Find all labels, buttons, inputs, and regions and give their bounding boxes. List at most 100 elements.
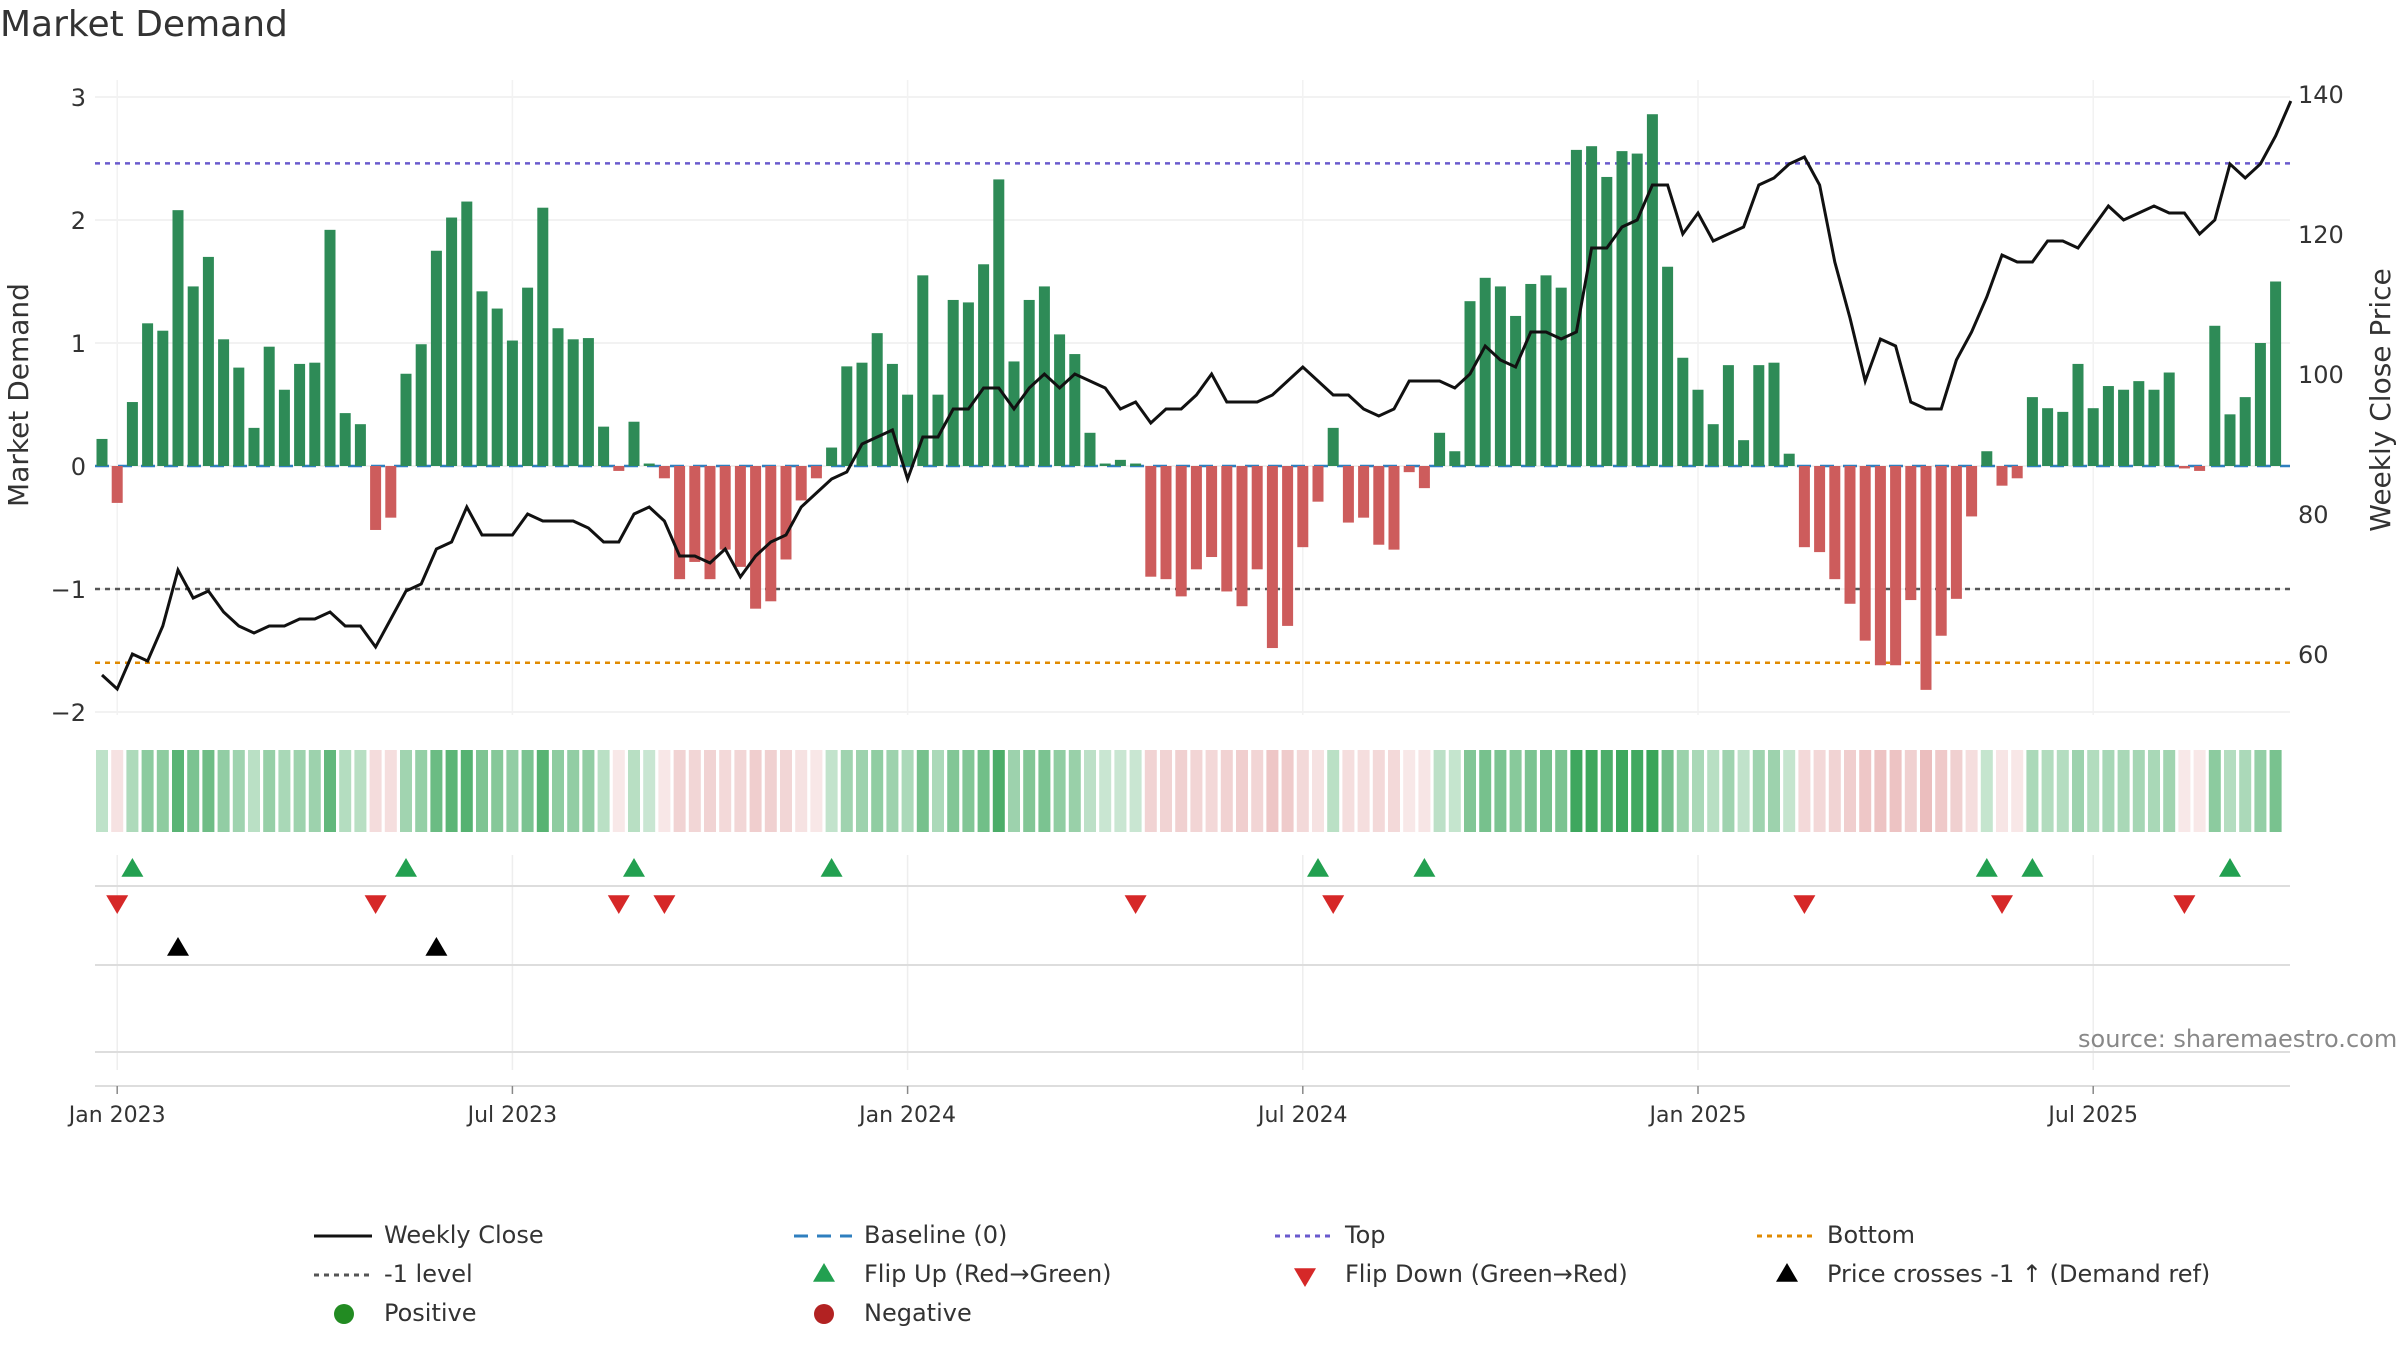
demand-bar [1859,466,1871,641]
demand-bar [2194,466,2206,471]
heat-strip-cell [795,750,808,832]
demand-bar [856,362,868,466]
flip-up-marker [1975,858,1998,877]
chart-title: Market Demand [0,4,288,45]
heat-strip-cell [856,750,868,832]
heat-strip-cell [430,750,443,832]
heat-strip-cell [1524,750,1537,832]
flip-up-marker [121,858,144,877]
x-tick-label: Jul 2023 [466,1103,558,1128]
demand-bar [1221,466,1233,592]
heat-strip-cell [947,750,960,832]
heat-strip-cell [1312,750,1324,832]
demand-bar [476,291,488,466]
demand-bar [1160,466,1172,580]
heat-strip-cell [1357,750,1370,832]
demand-bar [2133,381,2145,466]
demand-bar [2254,343,2266,466]
y-axis-label-right: Weekly Close Price [2364,268,2397,531]
demand-bar [1768,362,1780,466]
legend-symbol-flip-up [813,1263,835,1282]
demand-bar [689,466,701,562]
heat-strip-cell [232,750,245,832]
demand-bar [1023,299,1035,466]
demand-bar [1677,357,1689,466]
demand-bar [2178,466,2190,469]
heat-strip-cell [704,750,716,832]
heat-strip-cell [1418,750,1431,832]
heat-strip-cell [597,750,610,832]
demand-bar [126,402,138,466]
flip-up-marker [1307,858,1329,877]
demand-bar [826,447,838,466]
heat-strip-cell [2254,750,2267,832]
price-cross-marker [425,937,448,956]
flip-up-marker [395,858,417,877]
demand-bar [1829,466,1841,580]
demand-bar [2042,408,2054,466]
heat-strip-cell [1783,750,1796,832]
heat-strip-cell [1160,750,1172,832]
heat-strip-cell [1935,750,1948,832]
heat-strip-cell [445,750,458,832]
heat-strip-cell [521,750,534,832]
heat-strip-cell [1372,750,1385,832]
demand-bar [1798,466,1810,548]
demand-bar [2118,389,2130,466]
heat-strip-cell [992,750,1005,832]
demand-bar [1084,432,1096,466]
y-tick-label-right: 100 [2298,361,2344,389]
demand-bar [1510,315,1522,466]
demand-bar [1282,466,1294,626]
heat-strip-cell [1661,750,1674,832]
heat-strip-cell [1251,750,1264,832]
demand-bar [111,466,123,503]
demand-bar [1707,424,1719,466]
heat-strip-cell [263,750,276,832]
heat-strip-cell [901,750,914,832]
demand-bar [172,210,184,466]
heat-strip-cell [2224,750,2236,832]
demand-bar [1449,451,1461,466]
heat-strip-cell [2193,750,2206,832]
heat-strip-cell [141,750,154,832]
demand-bar [658,466,670,479]
heat-strip-cell [962,750,975,832]
heat-strip-cell [2011,750,2024,832]
heat-strip-cell [2102,750,2115,832]
flip-down-marker [1124,895,1147,914]
heat-strip-cell [2239,750,2252,832]
demand-bar [1905,466,1917,601]
heat-strip-cell [1433,750,1446,832]
demand-bar [1920,466,1932,690]
y-tick-label-right: 60 [2298,641,2329,669]
heat-strip-cell [1722,750,1735,832]
demand-bar [765,466,777,602]
demand-bar [1494,286,1506,466]
demand-bar [157,330,169,466]
heat-strip-cell [1038,750,1051,832]
heat-strip-cell [1616,750,1628,832]
demand-bar [1631,153,1643,466]
heat-strip-cell [217,750,230,832]
demand-bar [1038,286,1050,466]
price-cross-marker [167,937,189,956]
x-tick-label: Jul 2024 [1256,1103,1348,1128]
heat-strip-cell [810,750,823,832]
x-tick-label: Jan 2025 [1648,1103,1747,1128]
demand-bar [1190,466,1202,570]
demand-bar [370,466,382,530]
demand-bar [96,438,108,466]
heat-strip-cell [369,750,382,832]
demand-bar [1327,427,1339,466]
heat-strip-cell [1874,750,1887,832]
heat-strip-cell [916,750,929,832]
heat-strip-cell [628,750,640,832]
weekly-close-line [100,100,2293,692]
demand-bar [643,463,655,466]
heat-strip-cell [1813,750,1826,832]
demand-bar [1130,463,1142,466]
demand-bar [233,367,245,466]
source-note: source: sharemaestro.com [2078,1025,2398,1053]
flip-up-marker [2021,858,2044,877]
